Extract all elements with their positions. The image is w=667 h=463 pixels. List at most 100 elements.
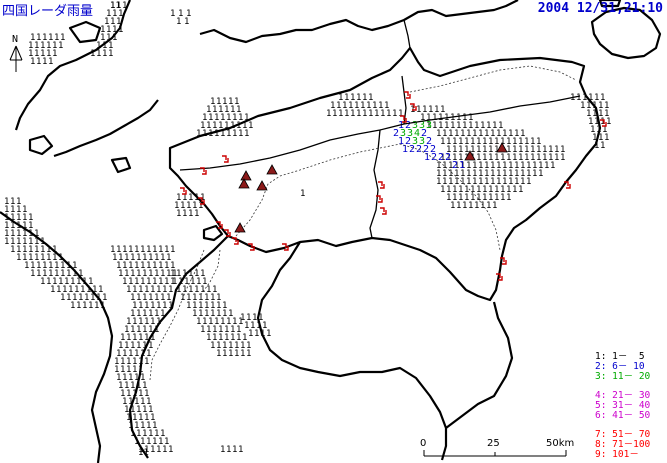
map-title: 四国レーダ雨量 <box>2 4 94 19</box>
rain-mark-364: 1 <box>22 229 27 239</box>
rain-mark-407: 1 <box>78 269 83 279</box>
legend-range: 31－ 40 <box>612 400 651 411</box>
rain-mark-412: 1 <box>64 277 69 287</box>
rain-mark-442: 1 <box>122 245 127 255</box>
rain-mark-142: 1 <box>470 145 475 155</box>
rain-mark-316: 1 <box>224 121 229 131</box>
rain-mark-204: 1 <box>466 169 471 179</box>
rain-mark-670: 1 <box>224 333 229 343</box>
rain-mark-657: 1 <box>226 317 231 327</box>
rain-mark-278: 1 <box>592 109 597 119</box>
rain-mark-293: 1 <box>210 97 215 107</box>
rain-mark-374: 1 <box>10 245 15 255</box>
rain-mark-23: 1 <box>170 9 175 19</box>
legend-range: 71－100 <box>612 439 651 450</box>
rain-mark-575: 1 <box>128 397 133 407</box>
mountain-peak-icon <box>496 142 508 153</box>
dam-marker-icon <box>496 273 503 281</box>
rain-mark-498: 1 <box>130 293 135 303</box>
rain-mark-96: 1 <box>444 121 449 131</box>
rain-mark-522: 1 <box>150 317 155 327</box>
rain-mark-70: 1 <box>356 109 361 119</box>
rain-mark-629: 1 <box>206 285 211 295</box>
rain-mark-434: 1 <box>70 301 75 311</box>
rain-mark-0: 1 <box>110 1 115 11</box>
rain-mark-172: 1 <box>524 153 529 163</box>
intensity-digit: 3 <box>412 120 418 131</box>
rain-mark-75: 1 <box>386 109 391 119</box>
rain-mark-392: 1 <box>36 261 41 271</box>
rain-mark-225: 1 <box>484 177 489 187</box>
rain-mark-20: 1 <box>96 49 101 59</box>
rain-mark-117: 1 <box>502 129 507 139</box>
dam-marker-icon <box>224 229 231 237</box>
rain-mark-613: 1 <box>176 269 181 279</box>
legend-item: 9: 101－ <box>595 450 650 460</box>
rain-mark-601: 1 <box>140 437 145 447</box>
rain-mark-82: 1 <box>434 105 439 115</box>
rain-mark-277: 1 <box>586 109 591 119</box>
rain-mark-331: 1 <box>182 193 187 203</box>
rain-mark-520: 1 <box>138 317 143 327</box>
rain-mark-603: 1 <box>152 437 157 447</box>
rain-mark-691: 1 <box>244 321 249 331</box>
dam-marker-icon <box>380 207 387 215</box>
rain-marks-layer: 1 1 11 1 11 1 11 1 1 11 1 11 1 11 1 1 11 1 11 11 1 1 1 1 11 1 1 1 1 1… <box>4 1 611 458</box>
rain-mark-505: 1 <box>132 301 137 311</box>
rain-mark-530: 1 <box>120 333 125 343</box>
rain-mark-682: 1 <box>222 349 227 359</box>
rain-mark-290: 1 <box>604 133 609 143</box>
rain-mark-238: 1 <box>470 185 475 195</box>
rain-mark-609: 1 <box>156 445 161 455</box>
intensity-digit: 2 <box>431 152 437 163</box>
dam-marker-icon <box>180 187 187 195</box>
rain-mark-182: 1 <box>454 161 459 171</box>
rain-mark-481: 1 <box>122 277 127 287</box>
rain-mark-421: 1 <box>74 285 79 295</box>
rain-mark-367: 1 <box>4 237 9 247</box>
dam-marker-icon <box>282 243 289 251</box>
rain-mark-54: 1 <box>368 93 373 103</box>
rain-mark-155: 1 <box>548 145 553 155</box>
rain-mark-585: 1 <box>132 413 137 423</box>
intensity-digit: 3 <box>400 128 406 139</box>
rain-mark-529: 1 <box>154 325 159 335</box>
dam-marker-icon <box>564 181 571 189</box>
dam-marker-icon <box>400 115 407 123</box>
rain-mark-592: 1 <box>146 421 151 431</box>
rain-mark-460: 1 <box>166 253 171 263</box>
rain-mark-228: 1 <box>502 177 507 187</box>
rain-mark-262: 1 <box>474 201 479 211</box>
legend-item: 6: 41－ 50 <box>595 411 650 421</box>
rain-mark-230: 1 <box>514 177 519 187</box>
rain-mark-506: 1 <box>138 301 143 311</box>
rain-mark-287: 1 <box>602 125 607 135</box>
dam-marker-icon <box>216 221 223 229</box>
intensity-digit: 3 <box>407 128 413 139</box>
rain-mark-328: 1 <box>238 129 243 139</box>
rain-mark-74: 1 <box>380 109 385 119</box>
rain-mark-441: 1 <box>116 245 121 255</box>
rain-mark-220: 1 <box>454 177 459 187</box>
rain-mark-247: 1 <box>446 193 451 203</box>
legend-item: 5: 31－ 40 <box>595 401 650 411</box>
rain-mark-643: 1 <box>216 301 221 311</box>
rain-mark-588: 1 <box>150 413 155 423</box>
rain-mark-401: 1 <box>42 269 47 279</box>
rain-mark-366: 1 <box>34 229 39 239</box>
legend-item: 8: 71－100 <box>595 440 650 450</box>
rain-mark-40: 1 <box>28 49 33 59</box>
rain-mark-611: 1 <box>168 445 173 455</box>
rain-mark-632: 1 <box>186 293 191 303</box>
rain-mark-115: 1 <box>490 129 495 139</box>
rain-mark-395: 1 <box>54 261 59 271</box>
rain-mark-487: 1 <box>158 277 163 287</box>
rain-mark-501: 1 <box>148 293 153 303</box>
rain-mark-128: 1 <box>482 137 487 147</box>
rain-mark-63: 1 <box>378 101 383 111</box>
rain-mark-370: 1 <box>22 237 27 247</box>
rain-mark-391: 1 <box>30 261 35 271</box>
rain-mark-667: 1 <box>206 333 211 343</box>
rain-mark-654: 1 <box>208 317 213 327</box>
rain-mark-150: 1 <box>518 145 523 155</box>
